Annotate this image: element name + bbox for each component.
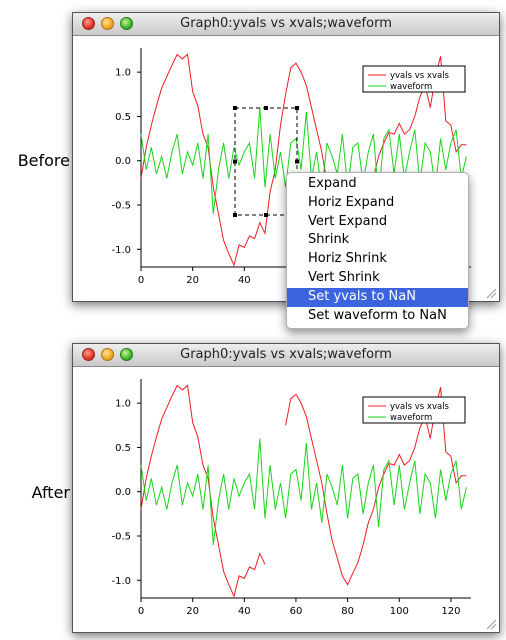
resize-grip-icon[interactable] bbox=[485, 287, 497, 299]
x-tick-label: 20 bbox=[186, 275, 199, 286]
window-title: Graph0:yvals vs xvals;waveform bbox=[180, 347, 392, 362]
y-tick-label: -0.5 bbox=[111, 201, 131, 212]
y-tick-label: -1.0 bbox=[111, 245, 131, 256]
menu-item[interactable]: Shrink bbox=[308, 232, 350, 248]
marquee-handle[interactable] bbox=[233, 106, 237, 110]
x-tick-label: 60 bbox=[290, 606, 303, 617]
y-tick-label: -1.0 bbox=[111, 576, 131, 587]
graph-window-after: Graph0:yvals vs xvals;waveform 1.0 0.5 0.0… bbox=[72, 343, 500, 633]
context-menu: Expand Horiz Expand Vert Expand Shrink Horiz… bbox=[286, 172, 469, 329]
menu-item[interactable]: Vert Expand bbox=[308, 213, 388, 229]
marquee-handle[interactable] bbox=[264, 213, 268, 217]
marquee-handle[interactable] bbox=[295, 159, 299, 164]
before-label: Before bbox=[17, 151, 70, 170]
x-tick-label: 120 bbox=[441, 606, 460, 617]
close-icon[interactable] bbox=[82, 17, 95, 30]
series-waveform-line bbox=[140, 438, 467, 545]
y-tick-label: 0.0 bbox=[115, 156, 131, 167]
x-tick-label: 40 bbox=[238, 606, 251, 617]
series-yvals-line bbox=[140, 53, 467, 267]
title-bar[interactable]: Graph0:yvals vs xvals;waveform bbox=[73, 344, 499, 367]
close-icon[interactable] bbox=[82, 348, 95, 361]
y-tick-label: 1.0 bbox=[115, 68, 131, 79]
marquee-handle[interactable] bbox=[264, 106, 268, 110]
title-bar[interactable]: Graph0:yvals vs xvals;waveform bbox=[73, 13, 499, 36]
marquee-handle[interactable] bbox=[295, 106, 299, 110]
menu-item[interactable]: Expand bbox=[308, 176, 357, 191]
x-tick-label: 20 bbox=[186, 606, 199, 617]
menu-item[interactable]: Set waveform to NaN bbox=[308, 307, 447, 323]
legend-entry: waveform bbox=[390, 413, 432, 423]
x-tick-label: 40 bbox=[238, 275, 251, 286]
legend-entry: yvals vs xvals bbox=[390, 71, 450, 81]
x-tick-label: 80 bbox=[341, 606, 354, 617]
legend-entry: yvals vs xvals bbox=[390, 402, 450, 412]
menu-item[interactable]: Set yvals to NaN bbox=[287, 287, 468, 307]
y-tick-label: 1.0 bbox=[115, 399, 131, 410]
legend bbox=[362, 65, 466, 93]
plot-area[interactable]: 1.0 0.5 0.0 -0.5 -1.0 0 20 40 60 80 100 120 yvals vs… bbox=[73, 367, 499, 632]
series-yvals-line bbox=[140, 384, 266, 598]
x-tick-label: 0 bbox=[138, 606, 144, 617]
y-tick-label: 0.0 bbox=[115, 487, 131, 498]
marquee-handle[interactable] bbox=[233, 159, 237, 164]
window-title: Graph0:yvals vs xvals;waveform bbox=[180, 16, 392, 31]
series-waveform-line bbox=[140, 107, 467, 214]
marquee-handle[interactable] bbox=[233, 213, 237, 217]
minimize-icon[interactable] bbox=[101, 17, 114, 30]
y-tick-label: 0.5 bbox=[115, 443, 131, 454]
legend-entry: waveform bbox=[390, 82, 432, 92]
menu-item[interactable]: Vert Shrink bbox=[308, 269, 380, 285]
x-tick-label: 0 bbox=[138, 275, 144, 286]
y-tick-label: 0.5 bbox=[115, 112, 131, 123]
after-label: After bbox=[31, 483, 70, 502]
menu-item[interactable]: Horiz Expand bbox=[308, 194, 395, 210]
zoom-icon[interactable] bbox=[120, 348, 133, 361]
y-tick-label: -0.5 bbox=[111, 532, 131, 543]
minimize-icon[interactable] bbox=[101, 348, 114, 361]
legend bbox=[362, 396, 466, 424]
x-tick-label: 100 bbox=[390, 606, 409, 617]
zoom-icon[interactable] bbox=[120, 17, 133, 30]
resize-grip-icon[interactable] bbox=[485, 618, 497, 630]
menu-item[interactable]: Horiz Shrink bbox=[308, 251, 387, 267]
